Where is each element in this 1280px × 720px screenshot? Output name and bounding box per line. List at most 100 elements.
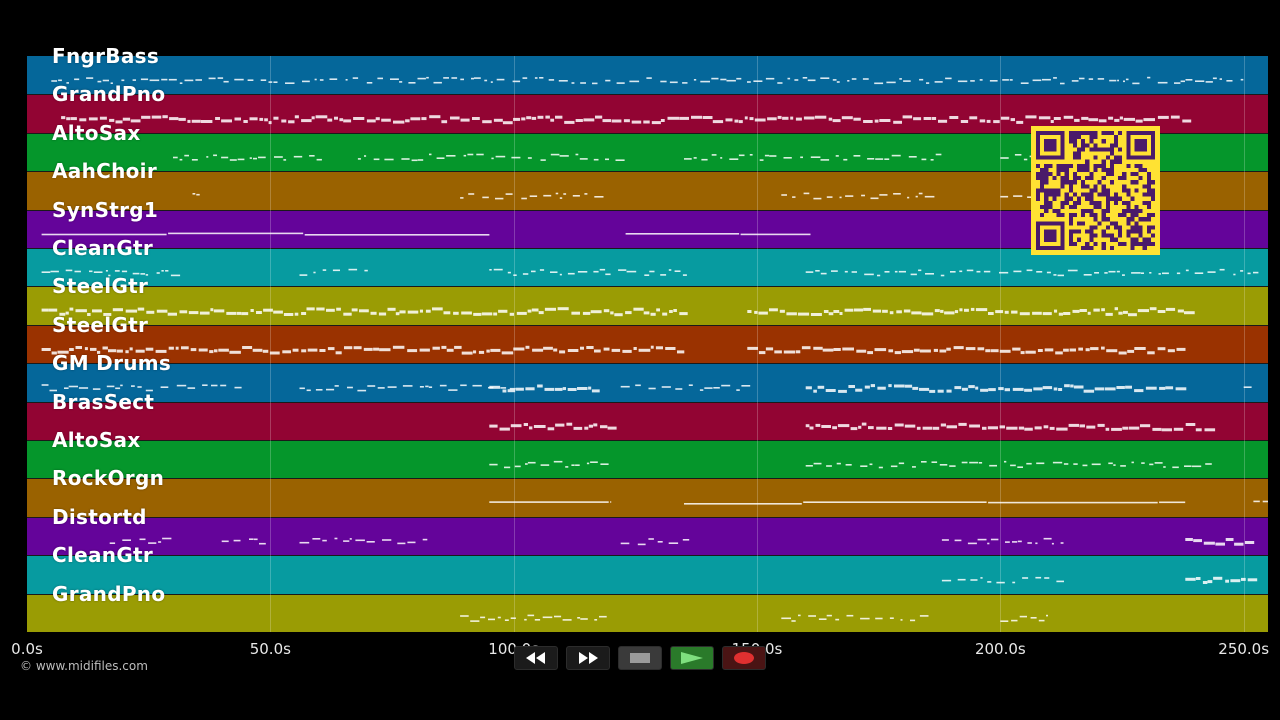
midi-note [910, 619, 916, 622]
midi-note [765, 347, 774, 351]
midi-note [1049, 426, 1055, 430]
midi-note [521, 197, 527, 200]
midi-note [855, 388, 863, 392]
midi-note [1123, 310, 1128, 314]
midi-note [1122, 426, 1129, 430]
midi-note [345, 79, 348, 81]
midi-note [842, 347, 854, 351]
midi-note [236, 311, 242, 315]
midi-note [988, 388, 996, 392]
midi-note [93, 271, 103, 273]
track-lane[interactable] [27, 478, 1268, 517]
midi-note [526, 116, 532, 120]
stop-button[interactable] [618, 646, 662, 670]
midi-note [1010, 464, 1016, 467]
midi-note [877, 386, 886, 390]
midi-note [594, 196, 604, 198]
midi-note [259, 117, 264, 121]
midi-note [1029, 155, 1032, 158]
midi-note [480, 616, 486, 619]
midi-note [839, 312, 843, 315]
midi-note [734, 119, 739, 123]
midi-note [471, 77, 474, 80]
track-lane[interactable] [27, 286, 1268, 325]
midi-note [1088, 118, 1099, 122]
track-lane[interactable] [27, 440, 1268, 479]
midi-note [558, 80, 568, 82]
midi-note [572, 195, 580, 197]
midi-note [1127, 349, 1135, 353]
midi-note [441, 345, 447, 349]
midi-note [999, 349, 1011, 353]
track-lane[interactable] [27, 324, 1268, 364]
midi-note [999, 425, 1005, 429]
midi-note [426, 76, 429, 79]
midi-note [713, 387, 720, 389]
midi-note [559, 155, 569, 157]
midi-note [673, 309, 677, 312]
midi-note [451, 77, 458, 79]
midi-note [301, 119, 312, 123]
midi-note [364, 269, 368, 272]
track-label: RockOrgn [52, 466, 165, 491]
midi-note [387, 386, 397, 388]
midi-note [243, 120, 248, 123]
midi-note [443, 311, 451, 315]
play-button[interactable] [670, 646, 714, 670]
track-lane[interactable] [27, 593, 1268, 632]
midi-note [525, 345, 530, 349]
midi-note [1177, 309, 1184, 313]
midi-note [285, 82, 295, 84]
lane-separator [27, 324, 1268, 326]
record-button[interactable] [722, 646, 766, 670]
midi-note [160, 386, 169, 388]
track-lane[interactable] [27, 555, 1268, 594]
midi-note [1185, 538, 1193, 541]
track-lane[interactable] [27, 363, 1268, 402]
midi-note [1044, 348, 1054, 352]
midi-note [50, 270, 59, 273]
midi-note [969, 424, 980, 428]
midi-note [1073, 385, 1084, 389]
midi-note [348, 268, 358, 271]
midi-note [1079, 424, 1085, 428]
midi-note [862, 78, 869, 80]
track-lane[interactable] [27, 56, 1268, 95]
midi-note [548, 79, 555, 81]
track-lane[interactable] [27, 401, 1268, 440]
midi-note [938, 119, 948, 123]
midi-note [301, 312, 307, 315]
midi-note [1042, 78, 1051, 81]
midi-note [781, 194, 787, 196]
track-label: AahChoir [52, 159, 157, 184]
midi-note [534, 77, 538, 79]
midi-note [854, 308, 864, 312]
midi-note [1016, 120, 1024, 124]
midi-note [450, 116, 460, 120]
midi-note [934, 81, 943, 83]
track-lane[interactable] [27, 516, 1268, 556]
midi-note [384, 158, 394, 161]
midi-note [516, 311, 527, 315]
midi-note [352, 77, 359, 79]
midi-note [633, 307, 644, 311]
midi-note [882, 309, 888, 313]
midi-note [832, 426, 837, 430]
midi-note [490, 81, 493, 83]
midi-note [1157, 310, 1166, 313]
midi-note [319, 79, 324, 81]
midi-note [327, 118, 333, 122]
midi-note [252, 348, 263, 352]
midi-note [595, 115, 603, 119]
midi-note [1167, 349, 1175, 353]
midi-note [1147, 351, 1155, 355]
midi-note [484, 79, 488, 82]
midi-note [1000, 116, 1010, 120]
midi-note [542, 616, 553, 619]
rewind-button[interactable] [514, 646, 558, 670]
midi-note [841, 116, 853, 120]
midi-note [861, 194, 865, 197]
time-gridline [513, 56, 515, 632]
midi-note [1058, 388, 1063, 391]
fast-forward-button[interactable] [566, 646, 610, 670]
